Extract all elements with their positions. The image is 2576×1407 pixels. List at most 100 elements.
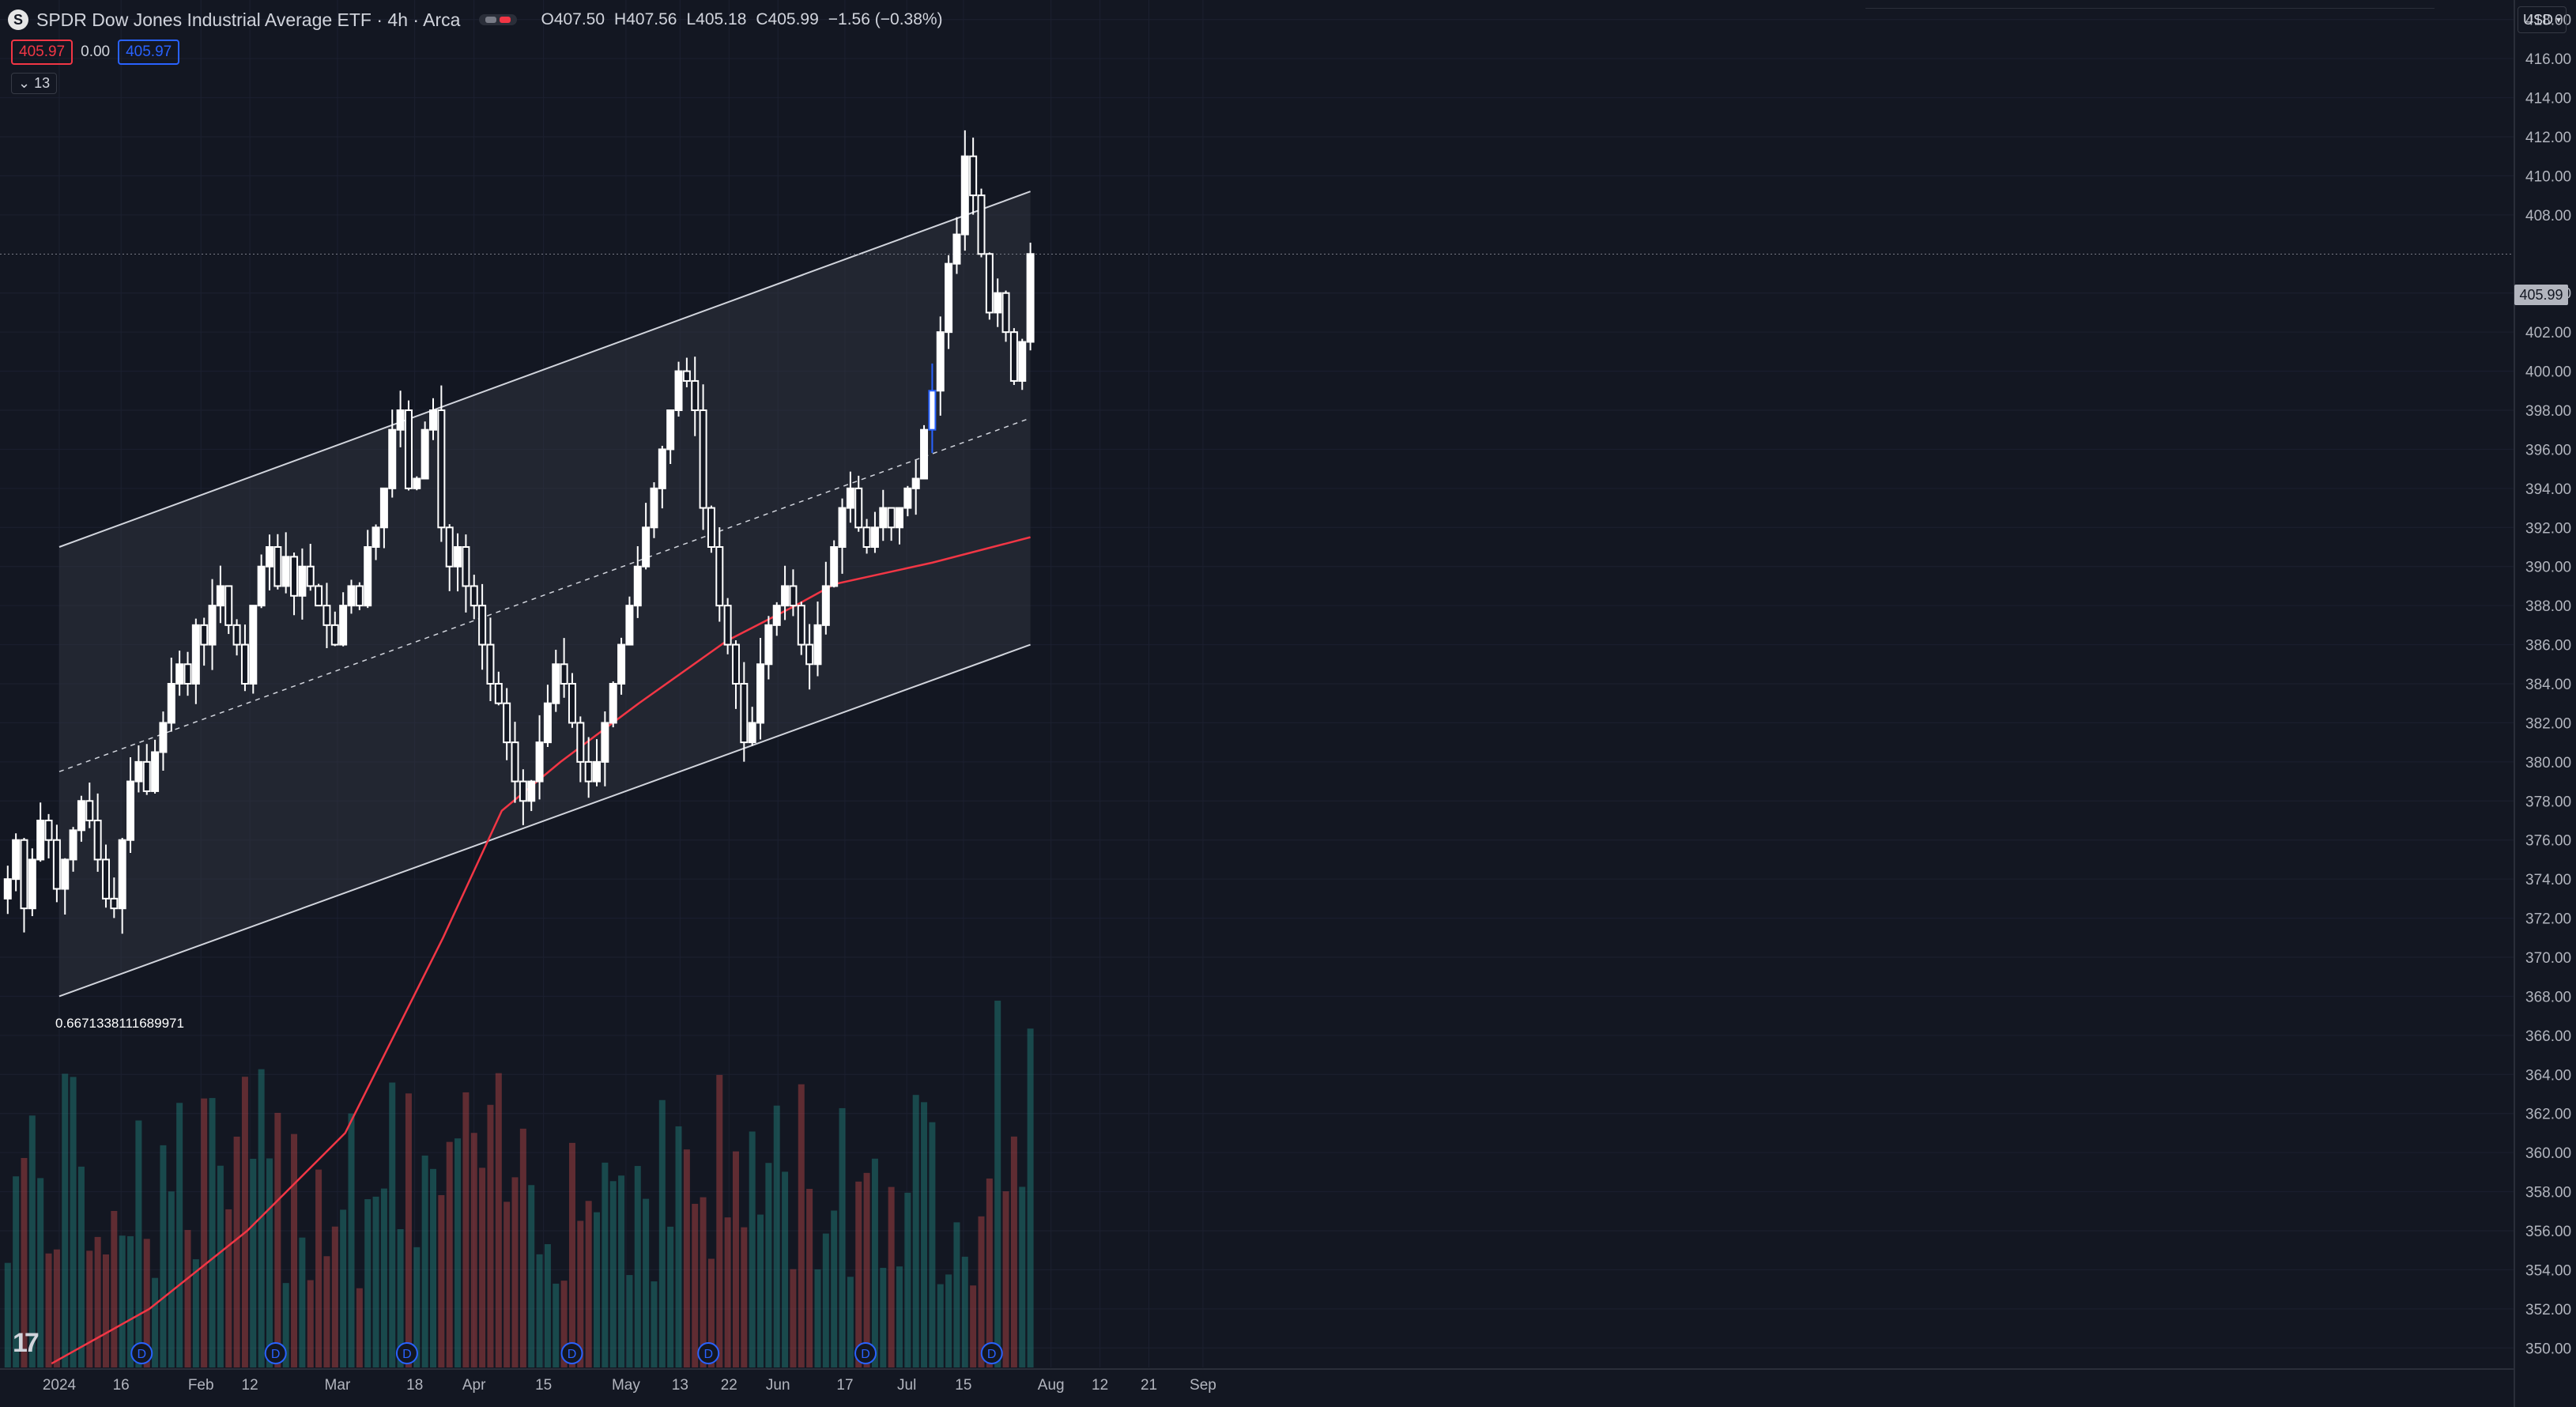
candle-body [208,605,217,646]
trend-channel [0,190,2514,998]
volume-bar [454,1138,462,1367]
ask-price[interactable]: 405.97 [118,40,180,65]
indicator-collapse-button[interactable]: ⌄ 13 [11,73,58,94]
candle-body [633,565,642,607]
time-tick-label: Jun [766,1377,790,1394]
candle-body [723,605,732,646]
chart-grid [0,0,2515,1407]
candle-body [772,605,781,626]
candle-body [503,702,511,744]
volume-bar [1010,1136,1017,1367]
volume-bar [53,1249,60,1367]
candle-body [682,370,691,382]
candle-body [985,253,994,314]
volume-bar [986,1178,993,1367]
dividend-marker [395,1342,418,1364]
candle-body [355,585,364,607]
time-tick-label: Feb [188,1377,214,1394]
candle-body [519,780,527,802]
volume-bar [462,1092,470,1367]
dividend-marker-label: D [987,1348,997,1361]
volume-bar [855,1181,862,1367]
volume-bar [168,1191,175,1367]
volume-bar [217,1165,224,1367]
volume-bar [945,1274,952,1367]
volume-bar [13,1176,20,1367]
bid-price[interactable]: 405.97 [11,40,74,65]
volume-bar [863,1172,870,1367]
price-tick-label: 410.00 [2525,168,2571,185]
volume-bar [716,1074,723,1367]
volume-bar [70,1077,77,1367]
spread-value: 0.00 [81,43,111,60]
candle-body [642,526,651,568]
dividend-marker-label: D [137,1348,146,1361]
volume-bar [749,1131,756,1367]
volume-bar [1019,1186,1026,1367]
candle-body [339,605,348,646]
price-axis[interactable]: 418.00416.00414.00412.00410.00408.00404.… [2525,13,2571,1358]
volume-bar [577,1220,584,1367]
volume-bar [413,1247,421,1367]
time-tick-label: May [612,1377,640,1394]
candle-body [142,760,151,792]
time-tick-label: Apr [462,1377,486,1394]
volume-bar [757,1214,764,1367]
candle-body [945,262,953,334]
time-tick-label: Sep [1190,1377,1216,1394]
volume-bar [921,1102,928,1367]
volume-bar [127,1235,134,1367]
status-flags[interactable] [479,14,518,25]
volume-bar [307,1280,314,1367]
candle-body [216,585,224,607]
candle-body [805,643,814,666]
candle-body [609,683,617,724]
volume-bar [667,1226,674,1367]
candle-body [298,565,307,597]
time-tick-label: 12 [242,1377,258,1394]
volume-bar [430,1168,437,1367]
candle-body [101,858,110,900]
volume-bar [192,1259,199,1367]
volume-bar [544,1243,551,1367]
price-tick-label: 414.00 [2525,91,2571,108]
candle-body [470,585,478,607]
price-tick-label: 388.00 [2525,598,2571,615]
candle-body [674,370,683,412]
time-axis[interactable]: 2024 16 Feb 12 Mar 18 Apr 15 May 13 22 Jun 17 Jul 15 Au… [43,1377,1216,1394]
candle-body [36,820,45,861]
candle-body [364,546,372,607]
symbol-title[interactable]: SPDR Dow Jones Industrial Average ETF · … [36,9,461,30]
candle-body [151,751,160,792]
time-tick-label: 22 [721,1377,737,1394]
volume-bar [658,1100,666,1367]
price-tick-label: 364.00 [2525,1067,2571,1084]
channel-fill [58,191,1031,997]
tradingview-logo-icon[interactable]: 17 [13,1328,40,1358]
candle-body [306,565,315,587]
volume-bar [675,1126,682,1367]
candle-body [960,155,969,236]
time-tick-label: Aug [1038,1377,1065,1394]
candle-body [315,585,323,607]
regression-coefficient: 0.6671338111689971 [55,1016,184,1031]
price-tick-label: 372.00 [2525,911,2571,928]
currency-selector[interactable]: USD ▾ [2518,6,2567,33]
volume-bar [389,1082,396,1367]
volume-bar [397,1228,404,1367]
volume-bar [765,1163,772,1367]
volume-bar [692,1203,699,1367]
channel-upper-line [58,190,1031,548]
candle-body [372,526,380,548]
candle-body [413,477,421,489]
volume-bar [700,1197,707,1367]
candle-body [281,556,290,587]
candle-body [429,409,438,431]
candle-body [322,605,331,626]
time-tick-label: 21 [1141,1377,1157,1394]
candle-body [666,409,675,451]
price-tick-label: 368.00 [2525,989,2571,1005]
volume-bar [790,1269,797,1367]
volume-bar [626,1275,633,1367]
